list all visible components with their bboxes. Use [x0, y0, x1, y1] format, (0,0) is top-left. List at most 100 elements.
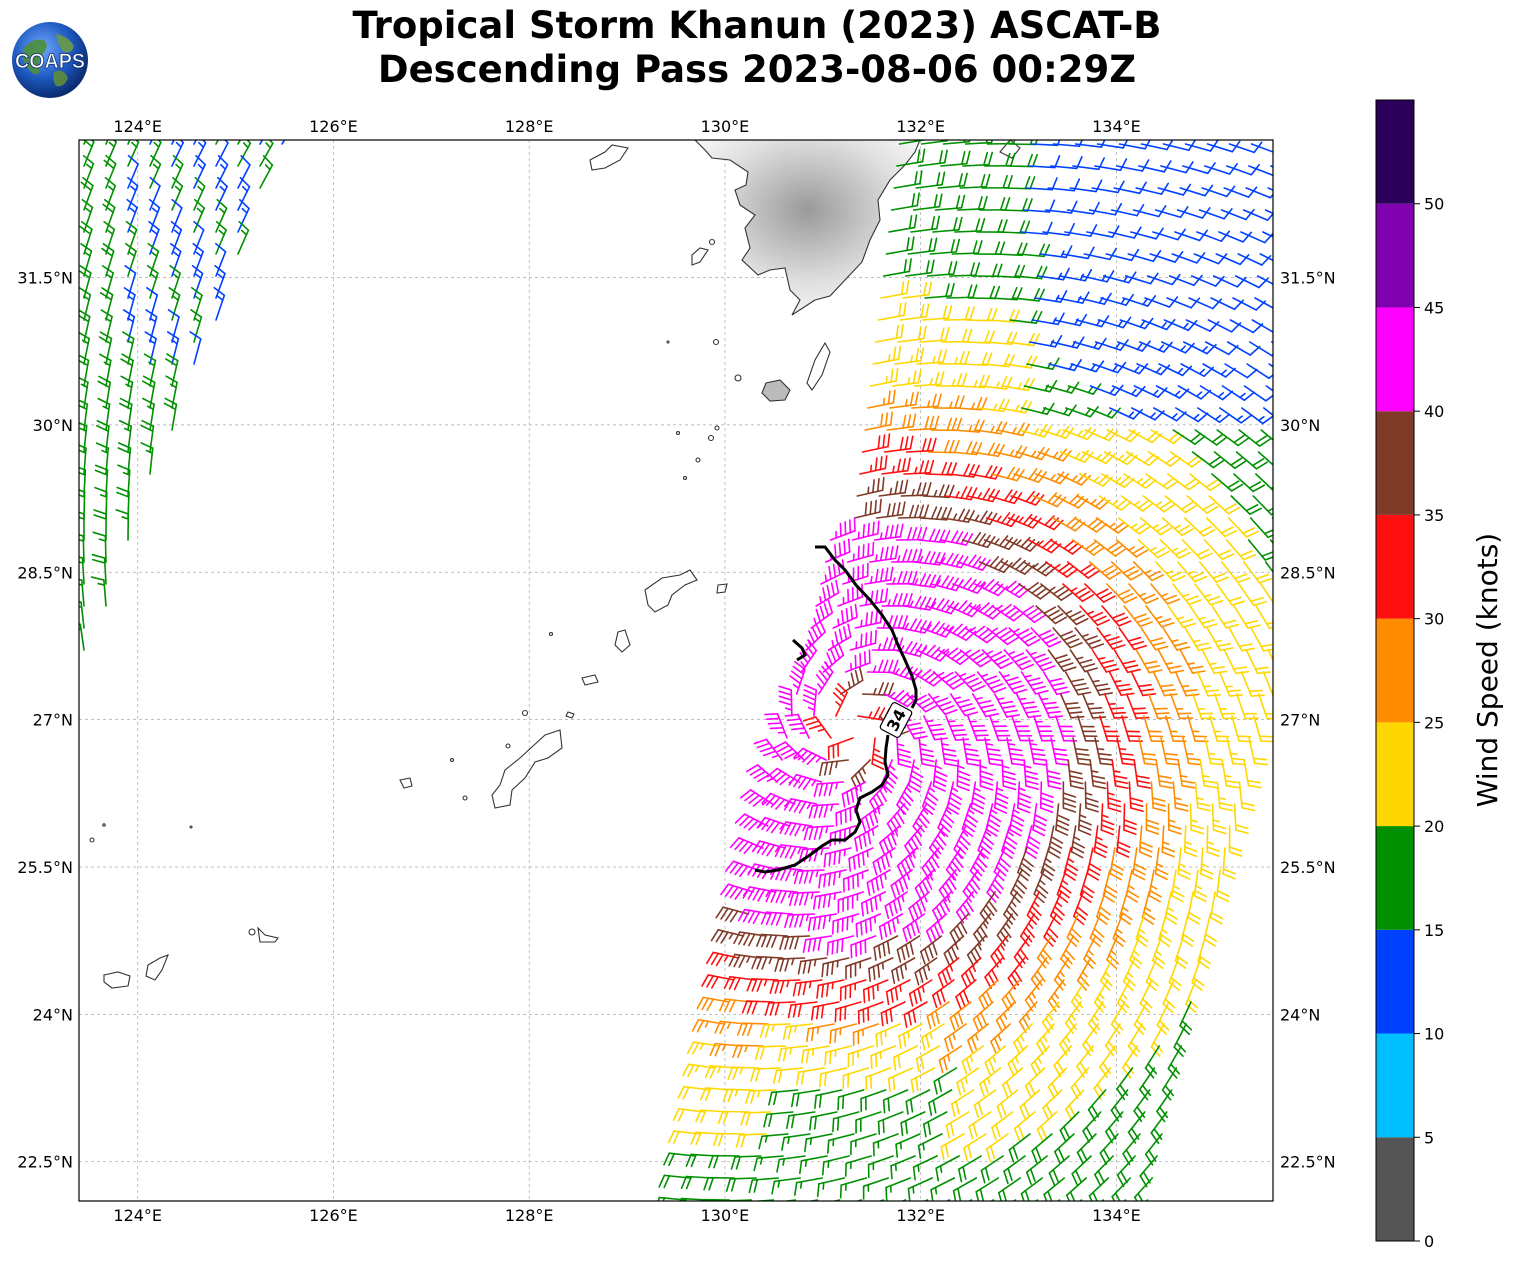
wind-barb [859, 455, 888, 475]
wind-barb [1138, 825, 1153, 858]
coastlines [89, 140, 1021, 989]
wind-barb [881, 457, 911, 475]
wind-barb [974, 420, 1008, 435]
wind-barb [847, 1045, 875, 1068]
wind-barb [816, 979, 845, 999]
wind-barb [1132, 561, 1165, 582]
wind-barb [998, 671, 1028, 695]
wind-barb [967, 715, 991, 742]
tanegashima-coast [806, 341, 831, 391]
wind-barb [1083, 935, 1097, 970]
wind-barb [1089, 759, 1107, 790]
wind-barb [925, 913, 948, 944]
wind-barb [1211, 473, 1244, 492]
wind-barb [1049, 539, 1084, 555]
wind-barb [1250, 627, 1273, 652]
wind-barb [1267, 187, 1273, 191]
wind-barb [1024, 825, 1041, 859]
wind-barb [848, 847, 874, 872]
wind-barb [839, 667, 864, 695]
wind-barb [797, 957, 828, 975]
wind-barb [897, 504, 930, 519]
wind-barb [1242, 561, 1273, 584]
wind-barb [1073, 891, 1088, 926]
wind-barb [1121, 1045, 1139, 1079]
wind-barb [1213, 693, 1237, 720]
wind-barb [1226, 737, 1247, 766]
wind-barb [1177, 759, 1196, 789]
wind-barb [820, 559, 846, 585]
wind-barb [1047, 979, 1065, 1013]
wind-barb [1133, 385, 1168, 398]
wind-barb [932, 759, 948, 792]
wind-barb [969, 602, 1003, 620]
wind-barb [925, 461, 958, 476]
wind-barb [1172, 429, 1206, 445]
colorbar-tick-label: 30 [1424, 610, 1444, 629]
wind-barb [1109, 407, 1143, 420]
shikoku-edge-coast [999, 140, 1021, 159]
wind-barb [996, 422, 1030, 437]
wind-barb [924, 282, 955, 299]
wind-barb [1035, 605, 1068, 625]
wind-barb [1259, 253, 1273, 262]
wind-barb [750, 1067, 782, 1082]
wind-barb [911, 393, 942, 409]
wind-barb [866, 869, 891, 896]
title-line-1: Tropical Storm Khanun (2023) ASCAT-B [352, 4, 1162, 47]
wind-barb [1055, 803, 1070, 836]
wind-barb [746, 764, 779, 783]
wind-barb [1110, 1001, 1126, 1035]
wind-barb [793, 747, 828, 765]
wind-barb [756, 816, 791, 834]
wind-barb [1106, 781, 1122, 813]
wind-barb [1238, 429, 1271, 447]
wind-barb [985, 803, 1002, 837]
wind-barb [1023, 759, 1040, 790]
wind-barb [1123, 605, 1153, 628]
colorbar-bin [1376, 1033, 1414, 1138]
wind-barb [1052, 627, 1083, 649]
wind-barb [891, 369, 922, 387]
wind-barb [761, 792, 796, 810]
wind-barb [918, 737, 936, 768]
wind-barb [1037, 448, 1072, 462]
wind-barb [792, 979, 823, 997]
wind-barb [1250, 143, 1273, 153]
wind-barb [908, 979, 933, 1007]
colorbar-tick-label: 15 [1424, 921, 1444, 940]
wind-barb [954, 671, 986, 692]
wind-barb [800, 1045, 831, 1064]
wind-barb [978, 979, 999, 1011]
wind-barb [1066, 201, 1100, 215]
wind-barb [1167, 605, 1197, 628]
wind-barb [1194, 429, 1228, 446]
figure-title: Tropical Storm Khanun (2023) ASCAT-B Des… [150, 4, 1364, 92]
wind-barb [1216, 781, 1234, 812]
wind-barb [808, 803, 840, 819]
wind-barb [1095, 517, 1129, 534]
wind-barb [746, 978, 779, 992]
wind-barb [1066, 913, 1082, 948]
wind-barb [1211, 803, 1227, 835]
wind-barb [1182, 737, 1203, 766]
wind-barb [1190, 275, 1225, 287]
wind-barb [937, 172, 968, 189]
wind-barb [815, 661, 834, 695]
wind-barb [1116, 159, 1150, 172]
wind-barb [1198, 561, 1229, 583]
wind-barb [1104, 1023, 1121, 1057]
wind-barb [1096, 627, 1126, 650]
wind-barb [813, 781, 845, 798]
wind-barb [1059, 449, 1094, 463]
wind-barb [955, 979, 977, 1010]
wind-barb [1189, 605, 1218, 629]
colorbar-tick-label: 40 [1424, 402, 1444, 421]
wind-barb [926, 1001, 950, 1030]
wind-barb [774, 844, 808, 859]
wind-barb [896, 935, 921, 963]
wind-barb [1138, 160, 1172, 173]
wind-barb [728, 953, 762, 968]
yakushima-coast [761, 379, 791, 402]
wind-barb [851, 520, 880, 541]
